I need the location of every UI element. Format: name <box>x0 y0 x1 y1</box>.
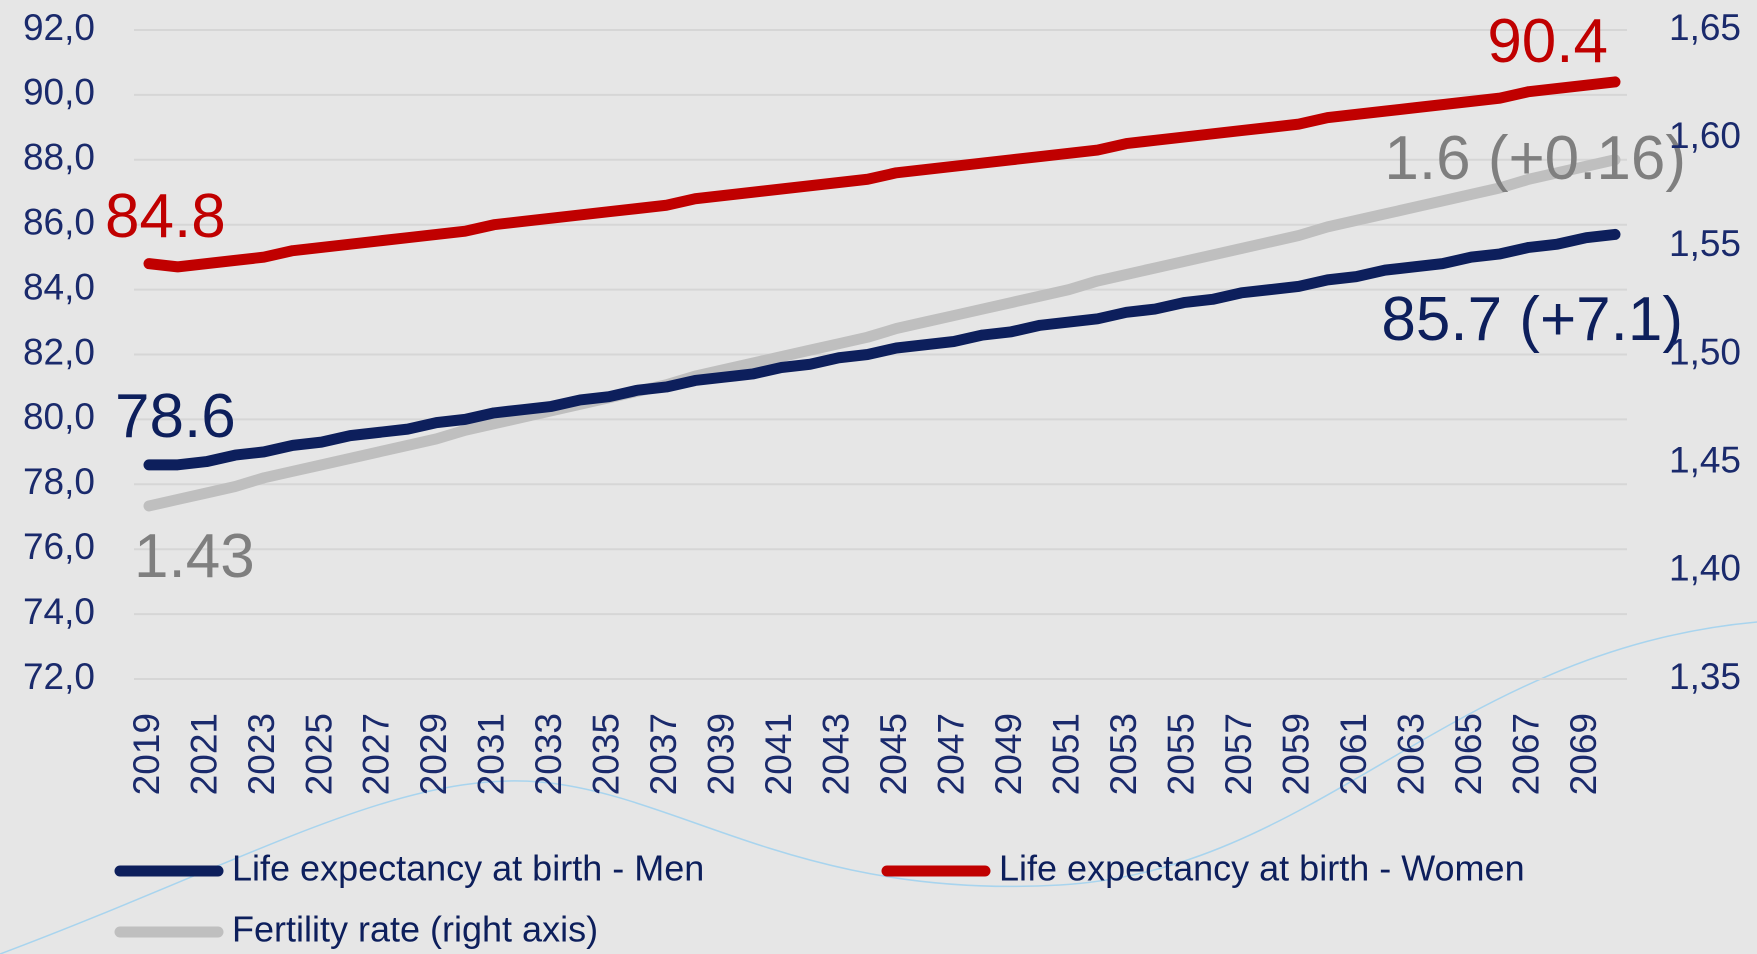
annotation: 85.7 (+7.1) <box>1381 285 1683 354</box>
y-tick-label: 72,0 <box>23 656 95 697</box>
x-tick-label: 2063 <box>1391 713 1432 795</box>
y-tick-label: 86,0 <box>23 201 95 242</box>
legend-label: Fertility rate (right axis) <box>232 909 598 950</box>
x-tick-label: 2057 <box>1218 713 1259 795</box>
y2-tick-label: 1,55 <box>1669 223 1741 264</box>
x-tick-label: 2067 <box>1506 713 1547 795</box>
grid <box>134 29 1627 680</box>
x-tick-label: 2031 <box>471 713 512 795</box>
x-tick-label: 2027 <box>356 713 397 795</box>
y-tick-label: 84,0 <box>23 266 95 307</box>
annotation: 90.4 <box>1487 7 1608 76</box>
y-tick-label: 90,0 <box>23 72 95 113</box>
x-tick-label: 2051 <box>1046 713 1087 795</box>
annotation: 78.6 <box>115 382 236 451</box>
y-tick-label: 88,0 <box>23 137 95 178</box>
line-series <box>143 154 1621 512</box>
y-tick-label: 78,0 <box>23 461 95 502</box>
y2-tick-label: 1,35 <box>1669 656 1741 697</box>
decoration-curve <box>0 621 1757 954</box>
y-tick-label: 76,0 <box>23 526 95 567</box>
x-tick-label: 2023 <box>241 713 282 795</box>
x-tick-label: 2069 <box>1563 713 1604 795</box>
y-tick-label: 74,0 <box>23 591 95 632</box>
x-tick-label: 2053 <box>1103 713 1144 795</box>
x-tick-label: 2049 <box>988 713 1029 795</box>
annotation: 1.43 <box>134 522 255 591</box>
x-tick-label: 2061 <box>1333 713 1374 795</box>
plot <box>143 76 1621 512</box>
x-tick-label: 2065 <box>1448 713 1489 795</box>
x-tick-label: 2021 <box>183 713 224 795</box>
line-series <box>143 228 1621 471</box>
x-tick-label: 2019 <box>126 713 167 795</box>
y2-tick-label: 1,60 <box>1669 115 1741 156</box>
x-tick-label: 2055 <box>1161 713 1202 795</box>
x-tick-label: 2045 <box>873 713 914 795</box>
x-tick-label: 2047 <box>931 713 972 795</box>
y2-tick-label: 1,40 <box>1669 548 1741 589</box>
annotation: 84.8 <box>105 182 226 251</box>
x-tick-label: 2035 <box>586 713 627 795</box>
y2-tick-label: 1,45 <box>1669 439 1741 480</box>
annotation: 1.6 (+0.16) <box>1384 124 1686 193</box>
y2-tick-label: 1,65 <box>1669 7 1741 48</box>
y-tick-label: 80,0 <box>23 396 95 437</box>
x-tick-label: 2043 <box>816 713 857 795</box>
x-tick-label: 2033 <box>528 713 569 795</box>
x-tick-label: 2039 <box>701 713 742 795</box>
x-tick-label: 2041 <box>758 713 799 795</box>
y-tick-label: 82,0 <box>23 331 95 372</box>
x-tick-label: 2025 <box>298 713 339 795</box>
legend-label: Life expectancy at birth - Women <box>999 848 1525 889</box>
x-tick-label: 2037 <box>643 713 684 795</box>
legend-label: Life expectancy at birth - Men <box>232 848 704 889</box>
line-series <box>143 76 1621 273</box>
x-tick-label: 2029 <box>413 713 454 795</box>
y2-tick-label: 1,50 <box>1669 331 1741 372</box>
x-tick-label: 2059 <box>1276 713 1317 795</box>
y-tick-label: 92,0 <box>23 7 95 48</box>
